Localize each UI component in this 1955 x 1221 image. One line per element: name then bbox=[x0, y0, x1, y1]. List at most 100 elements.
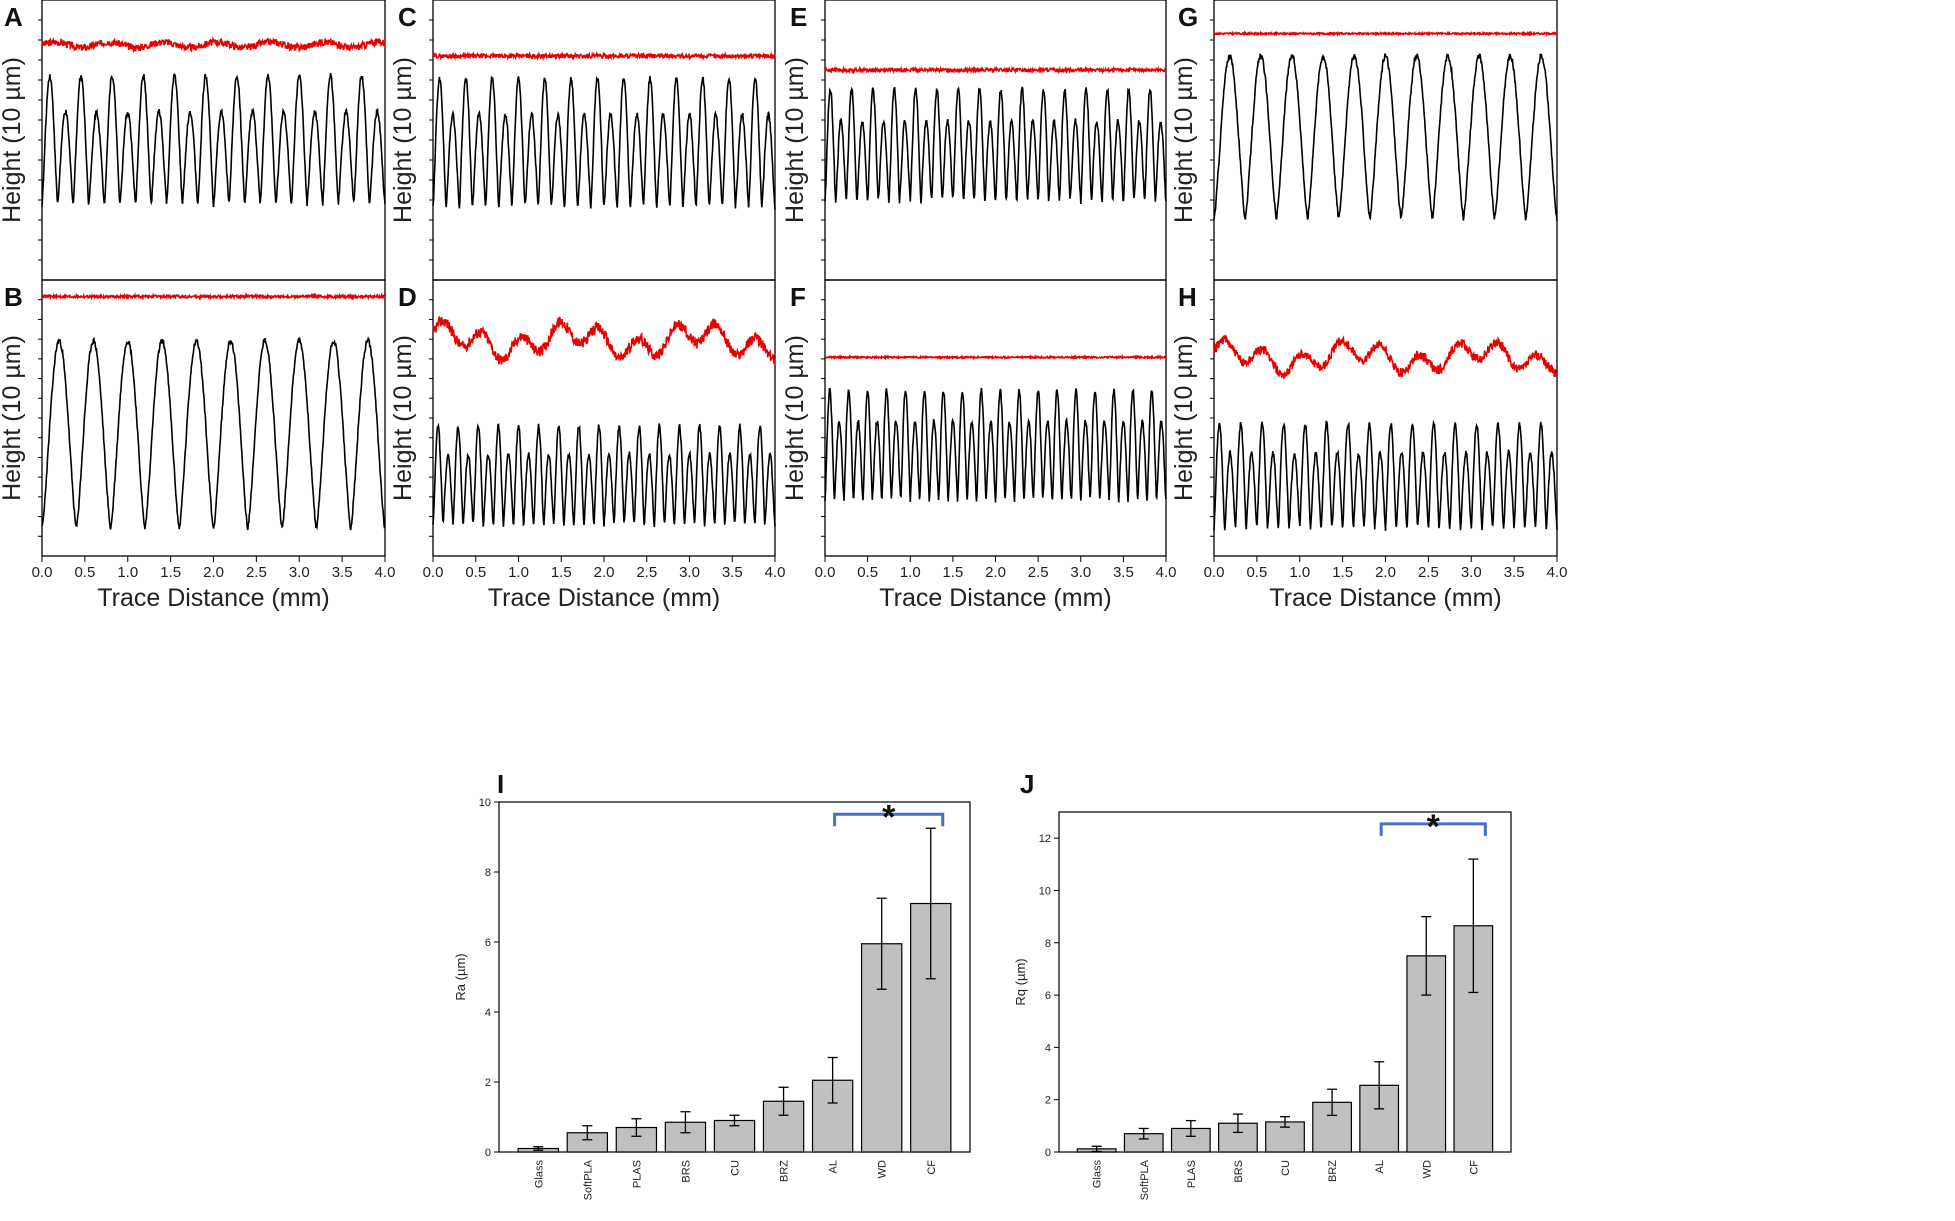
y-axis-title: Height (10 µm) bbox=[1170, 57, 1198, 223]
x-tick-label: 4.0 bbox=[1156, 564, 1177, 581]
black-trace bbox=[1213, 419, 1558, 531]
y-axis-title: Height (10 µm) bbox=[0, 57, 26, 223]
red-trace bbox=[824, 353, 1167, 361]
x-tick-label: 2.5 bbox=[246, 564, 267, 581]
x-tick-label: 2.0 bbox=[203, 564, 224, 581]
x-tick-label: BRS bbox=[1233, 1160, 1245, 1183]
y-axis-title: Ra (µm) bbox=[453, 953, 468, 1000]
y-axis-title: Height (10 µm) bbox=[1170, 335, 1198, 501]
x-tick-label: 1.0 bbox=[508, 564, 529, 581]
black-trace bbox=[41, 72, 386, 207]
x-tick-label: 0.0 bbox=[32, 564, 53, 581]
x-tick-label: 2.5 bbox=[636, 564, 657, 581]
y-axis-title: Height (10 µm) bbox=[389, 57, 417, 223]
plot-frame bbox=[432, 0, 776, 281]
y-tick-label: 2 bbox=[1045, 1095, 1051, 1107]
x-tick-label: 2.0 bbox=[594, 564, 615, 581]
x-tick-label: 3.0 bbox=[289, 564, 310, 581]
panel-f: F Height (10 µm) 0.0 0.5 1.0 1.5 2.0 2.5 3.0 3.5 4… bbox=[781, 279, 1177, 612]
y-tick-label: 8 bbox=[485, 867, 491, 879]
x-tick-label: Glass bbox=[533, 1160, 545, 1189]
y-axis-title: Height (10 µm) bbox=[781, 57, 809, 223]
panel-letter-i: I bbox=[497, 769, 504, 799]
x-tick-label: 1.0 bbox=[117, 564, 138, 581]
panel-letter-a: A bbox=[4, 2, 23, 32]
x-tick-label: SoftPLA bbox=[582, 1159, 594, 1200]
significance-bracket bbox=[833, 812, 945, 827]
x-axis-title: Trace Distance (mm) bbox=[1269, 584, 1501, 612]
y-axis-title: Height (10 µm) bbox=[389, 335, 417, 501]
x-tick-label: 4.0 bbox=[1547, 564, 1568, 581]
x-axis-title: Trace Distance (mm) bbox=[97, 584, 329, 612]
black-trace bbox=[824, 86, 1167, 205]
x-tick-label: 1.5 bbox=[1332, 564, 1353, 581]
plot-frame bbox=[824, 279, 1167, 557]
x-tick-label: PLAS bbox=[1186, 1160, 1198, 1188]
x-tick-label: 0.5 bbox=[857, 564, 878, 581]
x-tick-label: BRZ bbox=[779, 1160, 791, 1182]
x-tick-label: 1.0 bbox=[1289, 564, 1310, 581]
panel-letter-j: J bbox=[1020, 769, 1034, 799]
panel-e: E Height (10 µm) bbox=[781, 0, 1167, 281]
red-trace bbox=[824, 65, 1167, 75]
black-trace bbox=[824, 387, 1167, 503]
significance-bracket bbox=[1379, 822, 1487, 836]
red-trace bbox=[432, 315, 776, 366]
x-tick-label: 3.5 bbox=[722, 564, 743, 581]
x-tick-label: CF bbox=[1468, 1160, 1480, 1175]
black-trace bbox=[432, 75, 776, 210]
panel-g: G Height (10 µm) bbox=[1170, 0, 1558, 281]
x-tick-label: 0.0 bbox=[1204, 564, 1225, 581]
x-tick-label: 3.5 bbox=[332, 564, 353, 581]
x-tick-label: 1.5 bbox=[942, 564, 963, 581]
x-tick-label: AL bbox=[828, 1160, 840, 1173]
x-tick-label: CF bbox=[926, 1160, 938, 1175]
x-tick-label: 2.0 bbox=[1375, 564, 1396, 581]
y-tick-label: 6 bbox=[1045, 990, 1051, 1002]
x-axis-title: Trace Distance (mm) bbox=[488, 584, 720, 612]
panel-letter-c: C bbox=[398, 2, 417, 32]
x-tick-label: 3.0 bbox=[1070, 564, 1091, 581]
bar-al bbox=[1359, 1084, 1400, 1153]
x-tick-label: 1.5 bbox=[551, 564, 572, 581]
panel-letter-g: G bbox=[1178, 2, 1198, 32]
x-tick-label: Glass bbox=[1092, 1160, 1104, 1189]
x-tick-label: 2.5 bbox=[1418, 564, 1439, 581]
x-tick-label: 3.5 bbox=[1113, 564, 1134, 581]
x-tick-label: WD bbox=[877, 1160, 889, 1178]
y-tick-label: 6 bbox=[485, 937, 491, 949]
black-trace bbox=[41, 336, 386, 531]
significance-star: * bbox=[882, 798, 896, 836]
x-tick-label: CU bbox=[1280, 1160, 1292, 1176]
x-tick-label: 1.0 bbox=[900, 564, 921, 581]
panel-d: D Height (10 µm) 0.0 0.5 1.0 1.5 2.0 2.5 3.0 3.5 4… bbox=[389, 279, 786, 612]
panel-letter-f: F bbox=[790, 282, 806, 312]
panel-letter-h: H bbox=[1178, 282, 1197, 312]
panel-letter-d: D bbox=[398, 282, 417, 312]
red-trace bbox=[1213, 334, 1558, 379]
plot-frame bbox=[1213, 0, 1558, 281]
red-trace bbox=[41, 292, 386, 301]
x-tick-label: 0.5 bbox=[465, 564, 486, 581]
x-tick-label: 0.5 bbox=[74, 564, 95, 581]
panel-i: I 0 2 4 6 8 10 Ra (µm) Glass SoftPLA PLAS BRS CU BRZ A… bbox=[453, 769, 971, 1200]
x-tick-label: 2.5 bbox=[1028, 564, 1049, 581]
y-axis-title: Height (10 µm) bbox=[781, 335, 809, 501]
x-tick-label: 0.0 bbox=[815, 564, 836, 581]
black-trace bbox=[1213, 53, 1558, 222]
x-tick-label: 2.0 bbox=[985, 564, 1006, 581]
red-trace bbox=[1213, 30, 1558, 38]
x-tick-label: 4.0 bbox=[765, 564, 786, 581]
significance-star: * bbox=[1427, 808, 1441, 846]
panel-letter-b: B bbox=[4, 282, 23, 312]
red-trace bbox=[432, 50, 776, 62]
y-tick-label: 10 bbox=[1039, 885, 1051, 897]
x-tick-label: 3.5 bbox=[1504, 564, 1525, 581]
x-tick-label: CU bbox=[730, 1160, 742, 1176]
x-tick-label: 3.0 bbox=[1461, 564, 1482, 581]
panel-h: H Height (10 µm) 0.0 0.5 1.0 1.5 2.0 2.5 3.0 3.5 4… bbox=[1170, 279, 1568, 612]
y-tick-label: 4 bbox=[485, 1007, 491, 1019]
y-tick-label: 8 bbox=[1045, 938, 1051, 950]
x-tick-label: 0.5 bbox=[1246, 564, 1267, 581]
